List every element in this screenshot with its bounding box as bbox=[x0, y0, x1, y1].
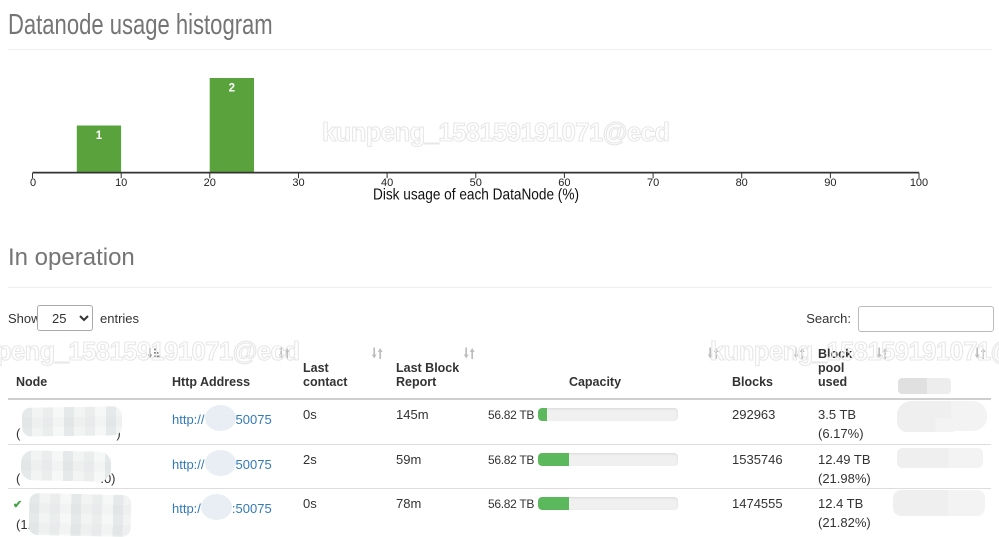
svg-text:100: 100 bbox=[910, 177, 928, 189]
svg-text:20: 20 bbox=[204, 177, 216, 189]
svg-text:60: 60 bbox=[558, 177, 570, 189]
svg-text:30: 30 bbox=[292, 177, 304, 189]
svg-text:0: 0 bbox=[30, 177, 36, 189]
svg-text:Disk usage of each DataNode (%: Disk usage of each DataNode (%) bbox=[373, 187, 579, 204]
svg-text:10: 10 bbox=[115, 177, 127, 189]
svg-text:80: 80 bbox=[736, 177, 748, 189]
svg-text:50: 50 bbox=[470, 177, 482, 189]
svg-text:90: 90 bbox=[824, 177, 836, 189]
svg-text:2: 2 bbox=[229, 83, 235, 95]
svg-text:1: 1 bbox=[96, 130, 103, 142]
svg-text:70: 70 bbox=[647, 177, 659, 189]
svg-text:40: 40 bbox=[381, 177, 393, 189]
